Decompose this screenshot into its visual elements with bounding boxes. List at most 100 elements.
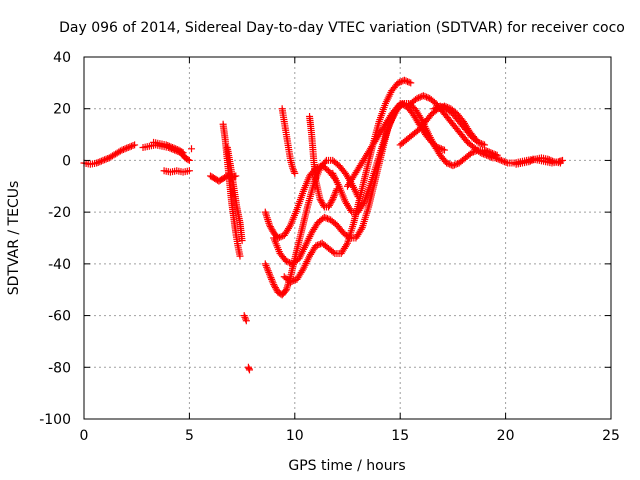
data-point <box>327 198 335 206</box>
data-point <box>263 265 271 273</box>
data-point <box>402 77 410 85</box>
data-point <box>245 366 253 374</box>
data-point <box>120 145 128 153</box>
data-point <box>325 201 333 209</box>
data-point <box>266 221 274 229</box>
series-arc-22 <box>512 154 564 168</box>
x-tick-label: 5 <box>185 428 194 444</box>
series-arc-03 <box>150 138 187 157</box>
data-point <box>276 233 284 241</box>
data-point <box>101 156 109 164</box>
data-point <box>289 166 297 174</box>
data-point <box>167 143 175 151</box>
data-point <box>266 270 274 278</box>
data-point <box>491 154 499 162</box>
y-tick-label: -20 <box>48 205 71 221</box>
data-point <box>170 144 178 152</box>
data-point <box>261 260 269 268</box>
series-arc-11 <box>261 156 362 299</box>
y-axis-title: SDTVAR / TECUs <box>6 181 22 296</box>
data-point <box>477 140 485 148</box>
data-point <box>265 268 273 276</box>
data-point <box>493 154 501 162</box>
data-point <box>287 278 295 286</box>
data-point <box>342 241 350 249</box>
data-point <box>404 78 412 86</box>
data-point <box>317 162 325 170</box>
data-point <box>298 267 306 275</box>
data-point <box>96 158 104 166</box>
data-point <box>452 160 460 168</box>
data-point <box>436 102 444 110</box>
data-point <box>444 160 452 168</box>
data-point <box>432 104 440 112</box>
data-point <box>269 279 277 287</box>
data-point <box>97 157 105 165</box>
data-point <box>476 149 484 157</box>
data-point <box>118 146 126 154</box>
data-point <box>321 158 329 166</box>
data-marks <box>80 76 567 374</box>
data-point <box>162 141 170 149</box>
data-point <box>438 103 446 111</box>
data-point <box>312 242 320 250</box>
data-point <box>319 201 327 209</box>
data-point <box>241 313 249 321</box>
data-point <box>421 92 429 100</box>
data-point <box>165 142 173 150</box>
data-point <box>359 200 367 208</box>
data-point <box>277 233 285 241</box>
data-point <box>124 144 132 151</box>
data-point <box>94 158 102 166</box>
y-tick-label: 0 <box>62 153 71 169</box>
x-tick-label: 15 <box>391 428 409 444</box>
y-tick-label: -60 <box>48 309 71 325</box>
data-point <box>129 142 137 150</box>
data-point <box>479 150 487 158</box>
data-point <box>397 78 405 86</box>
data-point <box>289 164 297 172</box>
data-point <box>164 142 172 150</box>
data-point <box>474 138 482 146</box>
data-point <box>416 113 424 121</box>
data-point <box>179 149 187 157</box>
x-axis: 0 5 10 15 20 25 <box>80 57 620 444</box>
data-point <box>556 159 564 167</box>
x-tick-label: 25 <box>602 428 620 444</box>
data-point <box>268 277 276 285</box>
data-point <box>396 101 404 109</box>
data-point <box>291 169 299 177</box>
data-point <box>328 197 336 205</box>
data-point <box>313 241 321 249</box>
data-point <box>544 155 552 163</box>
data-point <box>347 206 355 214</box>
data-point <box>483 151 491 159</box>
data-point <box>484 152 492 160</box>
data-point <box>121 145 129 153</box>
data-point <box>264 267 272 275</box>
data-point <box>287 259 295 267</box>
y-tick-label: 20 <box>53 102 71 118</box>
series-arc-09 <box>240 312 250 325</box>
data-point <box>443 159 451 167</box>
data-point <box>399 100 407 108</box>
data-point <box>397 101 405 109</box>
series-arc-01 <box>80 141 139 168</box>
data-point <box>545 156 553 164</box>
series-arc-13 <box>278 105 299 177</box>
data-point <box>281 287 289 295</box>
data-point <box>329 195 337 203</box>
data-point <box>240 312 248 320</box>
plot-frame <box>83 56 612 420</box>
series-arc-08 <box>223 144 246 245</box>
data-point <box>184 156 192 164</box>
data-point <box>525 158 533 166</box>
data-point <box>262 262 270 270</box>
data-point <box>419 92 427 100</box>
data-point <box>526 157 534 165</box>
data-point <box>325 203 333 211</box>
data-point <box>242 315 250 323</box>
data-point <box>238 237 246 245</box>
data-point <box>329 193 337 201</box>
data-point <box>127 142 135 150</box>
